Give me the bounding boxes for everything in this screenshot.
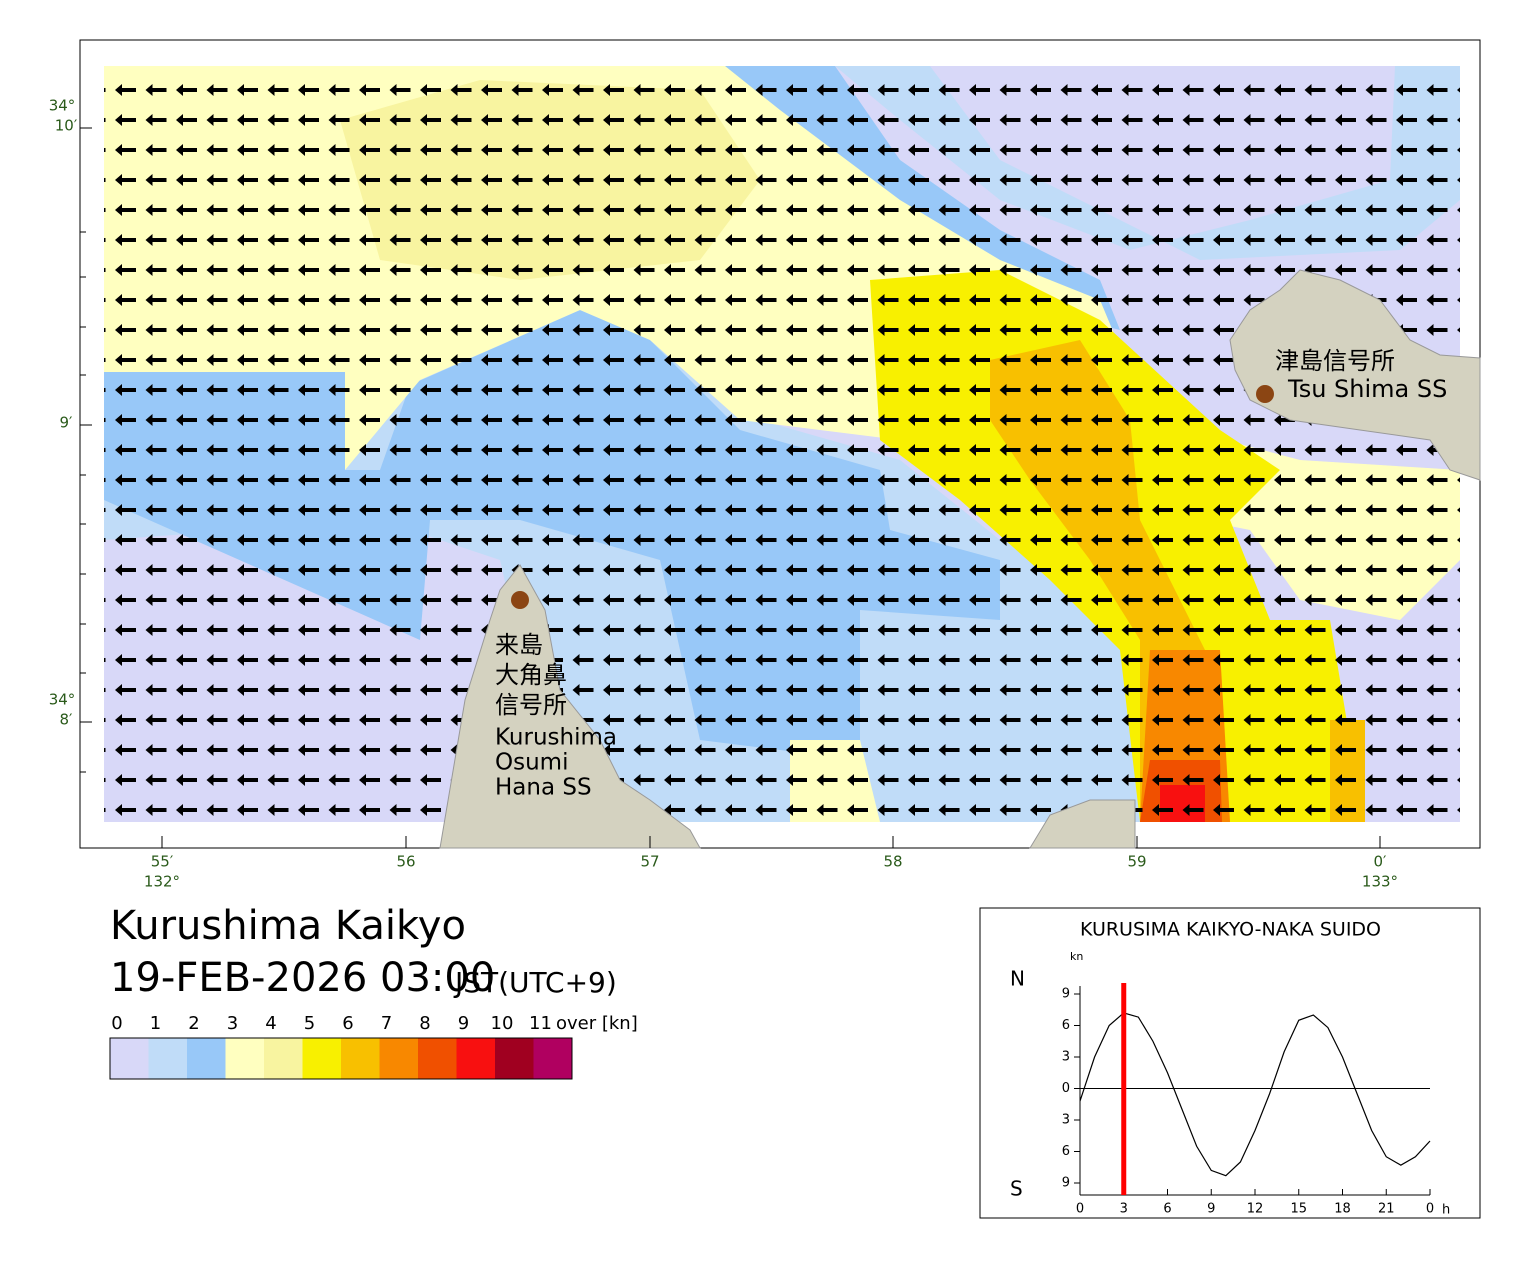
y-tick-label: 9 bbox=[1062, 987, 1070, 1002]
legend-label: 8 bbox=[419, 1013, 430, 1034]
y-tick-label: 6 bbox=[1062, 1144, 1070, 1159]
station-label: Hana SS bbox=[495, 775, 592, 801]
land bbox=[439, 564, 701, 849]
south: S bbox=[1010, 1177, 1023, 1201]
inset-frame bbox=[979, 907, 1481, 1219]
legend-label: 9 bbox=[458, 1013, 469, 1034]
station-label: Kurushima bbox=[495, 725, 617, 751]
land bbox=[1029, 799, 1136, 849]
lon-label: 57 bbox=[640, 853, 659, 871]
station bbox=[1256, 385, 1274, 403]
legend-swatch bbox=[341, 1038, 380, 1079]
station bbox=[511, 591, 529, 609]
lon-label: 56 bbox=[396, 853, 415, 871]
land bbox=[1229, 269, 1481, 481]
lon-label: 133° bbox=[1362, 873, 1398, 891]
legend-swatch bbox=[533, 1038, 572, 1079]
legend-swatch bbox=[110, 1038, 149, 1079]
legend-label: 6 bbox=[342, 1013, 353, 1034]
y-tick-label: 6 bbox=[1062, 1018, 1070, 1033]
x-tick-label: 0 bbox=[1076, 1202, 1084, 1217]
legend-swatch bbox=[302, 1038, 341, 1079]
lat-label: 8′ bbox=[60, 711, 74, 729]
station-label: 大角鼻 bbox=[495, 661, 567, 689]
lat-label: 9′ bbox=[60, 414, 74, 432]
y-tick-label: 3 bbox=[1062, 1113, 1070, 1128]
station-label: Tsu Shima SS bbox=[1287, 375, 1447, 403]
lon-label: 55′ bbox=[151, 853, 174, 871]
legend-label: 2 bbox=[188, 1013, 199, 1034]
lon-label: 132° bbox=[144, 873, 180, 891]
station-label: Osumi bbox=[495, 750, 568, 776]
station-label: 津島信号所 bbox=[1275, 347, 1395, 375]
lon-label: 59 bbox=[1127, 853, 1146, 871]
legend-frame bbox=[109, 1037, 573, 1080]
legend-label: 5 bbox=[304, 1013, 315, 1034]
lat-label: 10′ bbox=[55, 117, 78, 135]
x-unit: h bbox=[1442, 1203, 1450, 1218]
x-tick-label: 6 bbox=[1163, 1202, 1171, 1217]
station-label: 信号所 bbox=[495, 691, 567, 719]
x-tick-label: 21 bbox=[1378, 1202, 1395, 1217]
station-label: 来島 bbox=[495, 631, 543, 659]
x-tick-label: 3 bbox=[1120, 1202, 1128, 1217]
title: Kurushima Kaikyo bbox=[110, 903, 466, 949]
x-tick-label: 9 bbox=[1207, 1202, 1215, 1217]
y-tick-label: 0 bbox=[1062, 1081, 1070, 1096]
lat-label: 34° bbox=[49, 691, 76, 709]
lon-label: 58 bbox=[883, 853, 902, 871]
legend-swatch bbox=[456, 1038, 495, 1079]
y-tick-label: 3 bbox=[1062, 1050, 1070, 1065]
lon-label: 0′ bbox=[1374, 853, 1388, 871]
x-tick-label: 15 bbox=[1290, 1202, 1307, 1217]
y-tick-label: 9 bbox=[1062, 1176, 1070, 1191]
legend-label: 10 bbox=[491, 1013, 514, 1034]
legend-swatch bbox=[148, 1038, 187, 1079]
tide-curve bbox=[1079, 1012, 1431, 1177]
legend-label: 4 bbox=[265, 1013, 276, 1034]
legend-label: 11 bbox=[529, 1013, 552, 1034]
lat-label: 34° bbox=[49, 97, 76, 115]
legend-swatch bbox=[418, 1038, 457, 1079]
x-tick-label: 18 bbox=[1334, 1202, 1351, 1217]
y-unit: kn bbox=[1070, 950, 1083, 963]
legend-label: 0 bbox=[111, 1013, 122, 1034]
current-arrows bbox=[104, 66, 1460, 822]
legend-swatch bbox=[379, 1038, 418, 1079]
legend-label: 3 bbox=[227, 1013, 238, 1034]
legend-swatch bbox=[187, 1038, 226, 1079]
legend-swatch bbox=[264, 1038, 303, 1079]
timezone: JST(UTC+9) bbox=[453, 966, 617, 999]
legend-swatch bbox=[225, 1038, 264, 1079]
x-tick-label: 0 bbox=[1426, 1202, 1434, 1217]
x-tick-label: 12 bbox=[1247, 1202, 1264, 1217]
legend-unit: over [kn] bbox=[556, 1013, 638, 1034]
north: N bbox=[1010, 967, 1025, 991]
legend-label: 7 bbox=[381, 1013, 392, 1034]
legend-label: 1 bbox=[150, 1013, 161, 1034]
datetime: 19-FEB-2026 03:00 bbox=[110, 955, 495, 1001]
inset-title: KURUSIMA KAIKYO-NAKA SUIDO bbox=[1080, 919, 1381, 941]
legend-swatch bbox=[495, 1038, 534, 1079]
